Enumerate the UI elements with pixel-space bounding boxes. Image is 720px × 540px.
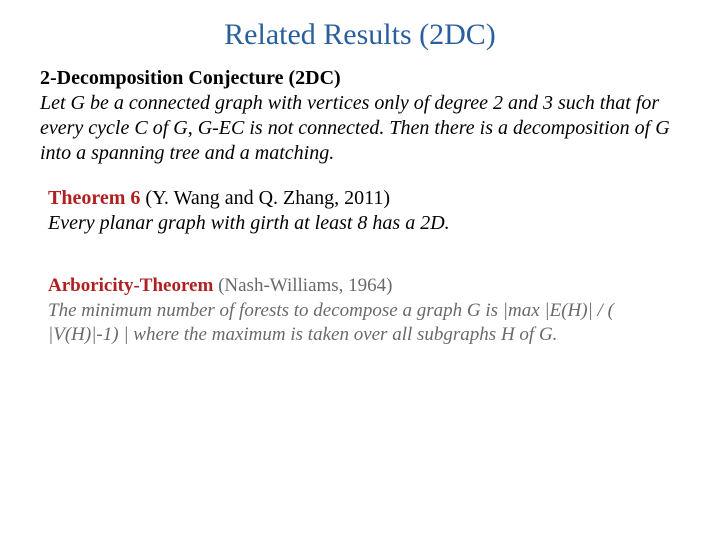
arboricity-body: The minimum number of forests to decompo…	[48, 299, 676, 348]
theorem6-label: Theorem 6	[48, 187, 140, 209]
theorem6-block: Theorem 6 (Y. Wang and Q. Zhang, 2011) E…	[0, 176, 720, 246]
conjecture-body: Let G be a connected graph with vertices…	[40, 91, 680, 166]
conjecture-heading-text: 2-Decomposition Conjecture (2DC)	[40, 67, 341, 89]
theorem6-body: Every planar graph with girth at least 8…	[48, 211, 676, 236]
slide: Related Results (2DC) 2-Decomposition Co…	[0, 0, 720, 540]
arboricity-heading: Arboricity-Theorem (Nash-Williams, 1964)	[48, 274, 676, 299]
arboricity-block: Arboricity-Theorem (Nash-Williams, 1964)…	[0, 246, 720, 358]
theorem6-heading: Theorem 6 (Y. Wang and Q. Zhang, 2011)	[48, 186, 676, 211]
arboricity-label: Arboricity-Theorem	[48, 275, 213, 296]
conjecture-block: 2-Decomposition Conjecture (2DC) Let G b…	[0, 60, 720, 176]
arboricity-cite: (Nash-Williams, 1964)	[213, 275, 392, 296]
theorem6-cite: (Y. Wang and Q. Zhang, 2011)	[140, 187, 390, 209]
slide-title: Related Results (2DC)	[0, 0, 720, 60]
conjecture-heading: 2-Decomposition Conjecture (2DC)	[40, 66, 680, 91]
